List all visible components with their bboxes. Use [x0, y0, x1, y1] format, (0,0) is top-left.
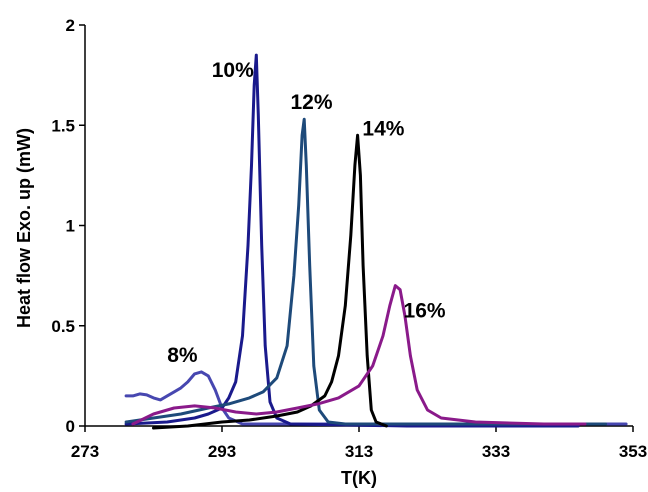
axis-ticks: 273 293 313 333 353 0 0.5 1 1.5 2: [51, 16, 647, 461]
series-line-14pct: [152, 133, 388, 430]
x-tick-label: 293: [208, 442, 236, 461]
y-tick-label: 1.5: [51, 116, 75, 135]
series-label: 16%: [404, 300, 446, 323]
series-label: 10%: [212, 59, 254, 82]
x-axis-title: T(K): [341, 468, 377, 488]
x-tick-label: 333: [482, 442, 510, 461]
x-tick-label: 313: [345, 442, 373, 461]
series-labels: 8% 10% 12% 14% 16%: [167, 59, 446, 367]
x-tick-label: 353: [619, 442, 647, 461]
y-tick-label: 1: [66, 217, 75, 236]
series-label: 8%: [167, 344, 198, 367]
y-tick-label: 2: [66, 16, 75, 35]
y-tick-label: 0.5: [51, 317, 75, 336]
series-label: 12%: [291, 91, 333, 114]
series-line-8pct: [124, 370, 628, 426]
series-layer: [124, 53, 628, 430]
series-line-10pct: [124, 53, 580, 428]
series-label: 14%: [362, 117, 404, 140]
y-tick-label: 0: [66, 417, 75, 436]
x-tick-label: 273: [71, 442, 99, 461]
series-line-16pct: [131, 284, 587, 426]
y-axis-title: Heat flow Exo. up (mW): [14, 128, 34, 328]
plot-area: 273 293 313 333 353 0 0.5 1 1.5 2 8% 10% 12% 14% 16%: [51, 16, 647, 461]
